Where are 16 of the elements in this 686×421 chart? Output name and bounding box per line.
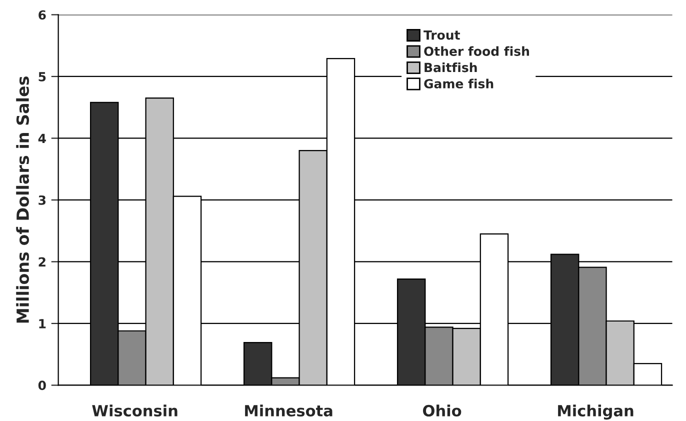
y-tick-label: 1 bbox=[39, 319, 46, 328]
y-axis-title: Millions of Dollars in Sales bbox=[16, 76, 30, 323]
legend-label: Other food fish bbox=[424, 46, 529, 56]
x-tick-label: Michigan bbox=[558, 404, 634, 420]
x-tick-label: Ohio bbox=[423, 404, 462, 416]
x-tick-label: Wisconsin bbox=[92, 404, 178, 416]
legend-label: Trout bbox=[424, 30, 460, 40]
legend-label: Game fish bbox=[424, 78, 494, 88]
x-tick-label: Minnesota bbox=[245, 404, 332, 416]
y-tick-label: 4 bbox=[38, 134, 46, 143]
y-tick-label: 5 bbox=[38, 72, 46, 82]
y-tick-label: 2 bbox=[38, 257, 46, 266]
y-tick-label: 6 bbox=[38, 10, 46, 20]
y-tick-label: 0 bbox=[38, 380, 46, 390]
y-tick-label: 3 bbox=[38, 195, 46, 205]
legend-label: Baitfish bbox=[424, 62, 477, 72]
